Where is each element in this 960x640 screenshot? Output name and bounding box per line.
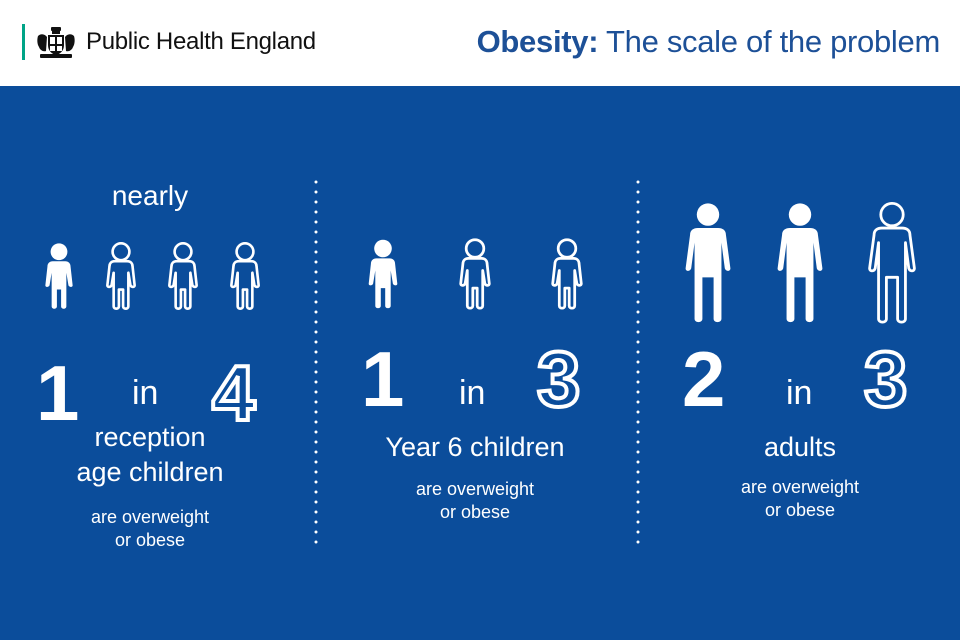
column-divider: [636, 180, 640, 550]
stat-note-line1: are overweight: [415, 479, 535, 499]
stat-group-line1: reception: [94, 422, 206, 452]
column-divider: [314, 180, 318, 550]
stat-denominator: 4: [210, 349, 257, 437]
person-outline-icon: [459, 238, 491, 310]
person-filled-icon: [777, 203, 823, 323]
stat-group-line2: age children: [76, 457, 224, 487]
stat-numerator: 1: [361, 335, 405, 423]
stat-year6: 1 in 3 Year 6 children are overweight or…: [325, 86, 635, 640]
header: Public Health England Obesity: The scale…: [0, 0, 960, 86]
person-filled-icon: [368, 239, 398, 309]
person-outline-icon: [551, 238, 583, 310]
person-outline-icon: [168, 242, 198, 311]
title-bold: Obesity:: [476, 24, 599, 59]
stat-numerator: 2: [682, 335, 726, 423]
org-name: Public Health England: [86, 28, 316, 55]
stat-in: in: [786, 374, 813, 412]
stat-prefix: nearly: [111, 180, 189, 211]
stat-adults: 2 in 3 adults are overweight or obese: [650, 86, 960, 640]
stat-denominator: 3: [535, 335, 582, 423]
stat-numerator: 1: [36, 349, 80, 437]
stat-note-line1: are overweight: [740, 477, 860, 497]
stat-note-line2: or obese: [439, 502, 511, 522]
title-rest: The scale of the problem: [598, 24, 940, 59]
org-logo[interactable]: Public Health England: [22, 22, 322, 62]
stat-denominator: 3: [862, 335, 909, 423]
stat-in: in: [459, 374, 486, 412]
stat-group-line1: adults: [763, 432, 837, 462]
stat-reception: nearly 1 in 4 reception age children are…: [0, 86, 310, 640]
infographic-panel: nearly 1 in 4 reception age children are…: [0, 86, 960, 640]
stat-note-line1: are overweight: [90, 507, 210, 527]
stat-group-line1: Year 6 children: [385, 432, 565, 462]
logo-accent-bar: [22, 24, 25, 60]
stat-note-line2: or obese: [114, 530, 186, 550]
person-filled-icon: [685, 203, 731, 323]
royal-crest-icon: [37, 27, 75, 58]
stat-note-line2: or obese: [764, 500, 836, 520]
person-outline-icon: [106, 242, 136, 311]
page-title: Obesity: The scale of the problem: [476, 24, 941, 60]
person-filled-icon: [45, 243, 73, 309]
person-outline-icon: [868, 202, 916, 324]
stat-in: in: [132, 374, 159, 412]
person-outline-icon: [230, 242, 260, 311]
